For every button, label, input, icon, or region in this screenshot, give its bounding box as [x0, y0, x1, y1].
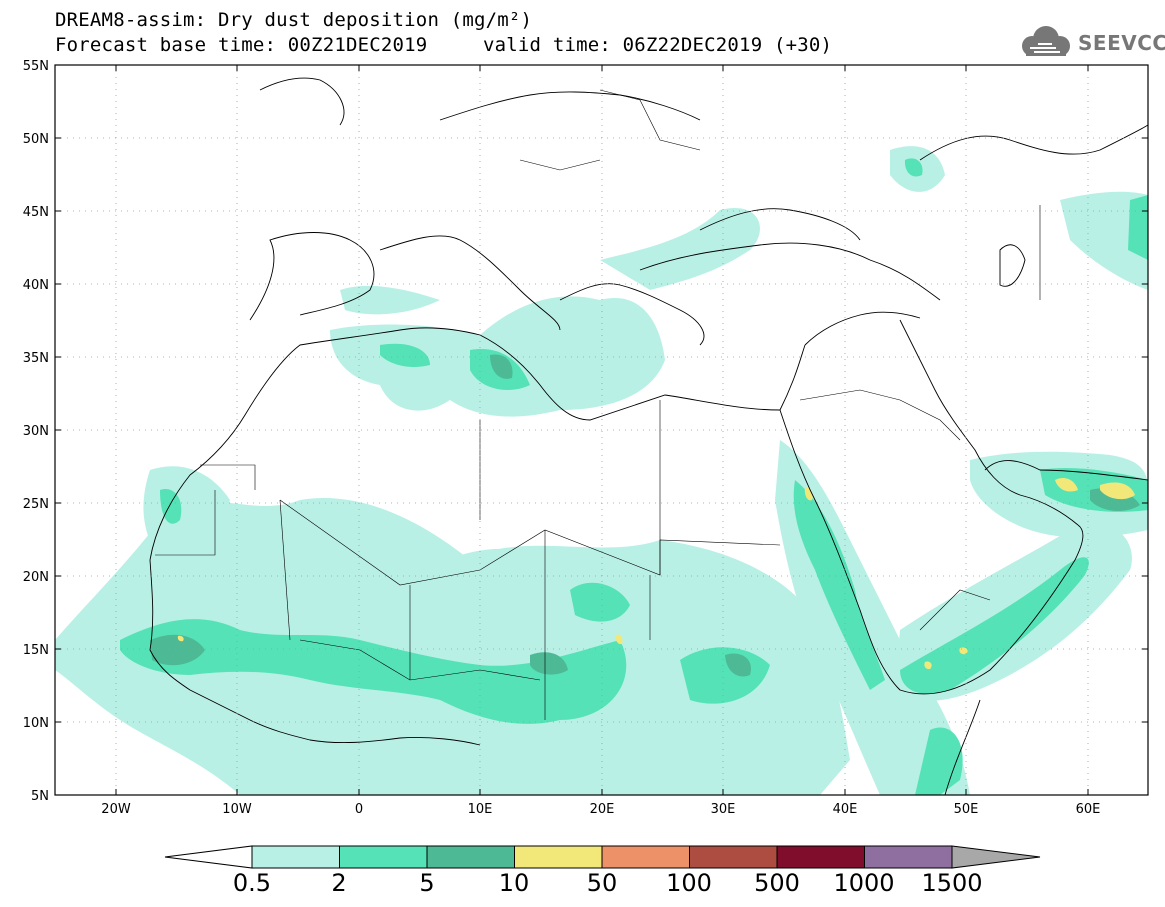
lat-label: 25N	[23, 497, 49, 512]
forecast-base-time: Forecast base time: 00Z21DEC2019	[55, 34, 428, 56]
axis-ticks	[55, 64, 1148, 796]
lon-label: 10W	[222, 802, 252, 817]
lat-label: 20N	[23, 570, 49, 585]
colorbar-label: 100	[666, 869, 712, 897]
lat-label: 5N	[31, 789, 49, 804]
colorbar-label: 5	[419, 869, 434, 897]
colorbar: 0.5 2 5 10 50 100 500 1000 1500	[164, 845, 1041, 897]
valid-time: valid time: 06Z22DEC2019 (+30)	[483, 34, 833, 56]
lon-label: 50E	[954, 802, 979, 817]
colorbar-label: 1000	[833, 869, 894, 897]
lat-label: 45N	[23, 205, 49, 220]
colorbar-swatch	[426, 845, 515, 869]
colorbar-swatch	[251, 845, 340, 869]
lon-label: 20W	[101, 802, 131, 817]
colorbar-under-arrow	[164, 845, 253, 869]
colorbar-label: 2	[331, 869, 346, 897]
lon-label: 10E	[468, 802, 493, 817]
graticule	[55, 65, 1148, 795]
colorbar-label: 50	[587, 869, 618, 897]
map-title: DREAM8-assim: Dry dust deposition (mg/m²…	[55, 9, 533, 31]
latitude-labels: 55N 50N 45N 40N 35N 30N 25N 20N 15N 10N …	[23, 59, 49, 804]
lon-label: 20E	[590, 802, 615, 817]
lat-label: 50N	[23, 132, 49, 147]
colorbar-label: 1500	[921, 869, 982, 897]
longitude-labels: 20W 10W 0 10E 20E 30E 40E 50E 60E	[101, 802, 1100, 817]
colorbar-label: 500	[754, 869, 800, 897]
colorbar-swatch	[864, 845, 953, 869]
lon-label: 0	[355, 802, 363, 817]
colorbar-swatch	[339, 845, 428, 869]
colorbar-label: 10	[499, 869, 530, 897]
lat-label: 15N	[23, 643, 49, 658]
colorbar-swatch	[776, 845, 865, 869]
lat-label: 30N	[23, 424, 49, 439]
colorbar-label: 0.5	[233, 869, 271, 897]
lat-label: 35N	[23, 351, 49, 366]
lon-label: 60E	[1076, 802, 1101, 817]
colorbar-swatch	[514, 845, 603, 869]
colorbar-over-arrow	[951, 845, 1041, 869]
cloud-logo-icon	[1022, 26, 1070, 56]
lat-label: 10N	[23, 716, 49, 731]
logo-text: SEEVCCC	[1078, 31, 1165, 55]
colorbar-swatch	[689, 845, 778, 869]
lon-label: 40E	[833, 802, 858, 817]
deposition-field	[55, 146, 1148, 795]
lat-label: 40N	[23, 278, 49, 293]
lat-label: 55N	[23, 59, 49, 74]
borders	[155, 89, 1041, 720]
lon-label: 30E	[711, 802, 736, 817]
colorbar-swatch	[601, 845, 690, 869]
